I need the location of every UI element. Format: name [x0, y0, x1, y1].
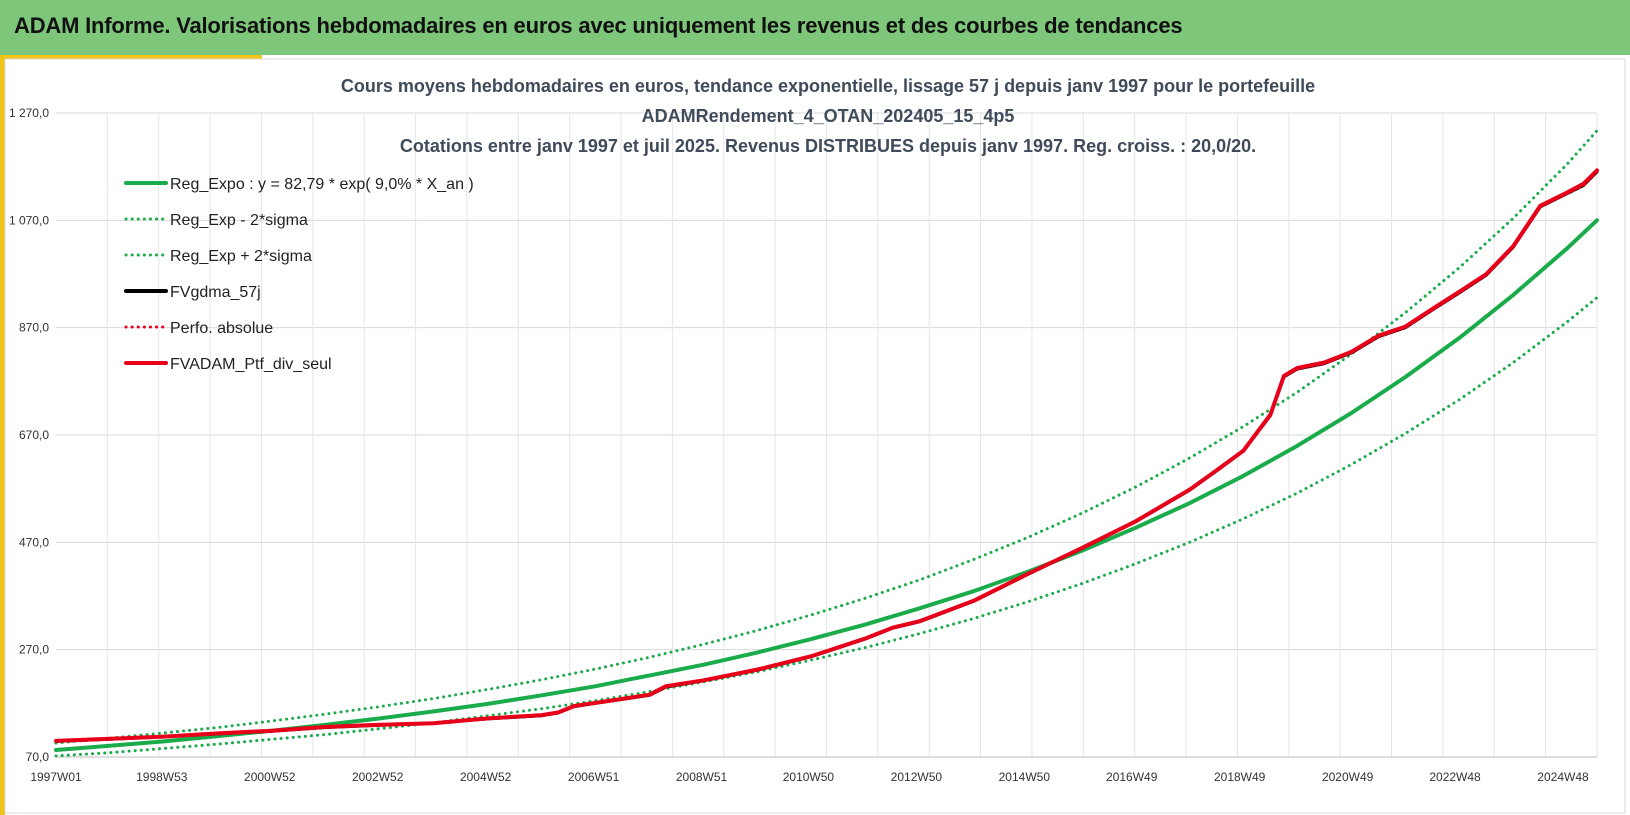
- x-tick-label: 1997W01: [30, 770, 82, 784]
- legend-label-2: Reg_Exp + 2*sigma: [170, 248, 312, 265]
- series-line-2: [54, 129, 1599, 745]
- legend-label-5: FVADAM_Ptf_div_seul: [170, 356, 332, 373]
- y-tick-label: 70,0: [26, 750, 50, 764]
- x-tick-label: 2022W48: [1429, 770, 1481, 784]
- x-tick-label: 2018W49: [1214, 770, 1266, 784]
- chart-area-border: [4, 58, 1626, 814]
- legend-label-0: Reg_Expo : y = 82,79 * exp( 9,0% * X_an …: [170, 176, 474, 193]
- x-tick-label: 2000W52: [244, 770, 296, 784]
- x-tick-label: 2010W50: [783, 770, 835, 784]
- x-tick-label: 2016W49: [1106, 770, 1158, 784]
- x-tick-label: 2014W50: [999, 770, 1051, 784]
- y-tick-label: 470,0: [19, 535, 49, 549]
- y-tick-label: 270,0: [19, 643, 49, 657]
- frame-top-accent: [0, 55, 262, 59]
- series-line-4: [54, 170, 1599, 743]
- series-layer: [54, 129, 1599, 758]
- x-tick-label: 2002W52: [352, 770, 404, 784]
- x-tick-label: 2024W48: [1537, 770, 1589, 784]
- x-tick-label: 1998W53: [136, 770, 188, 784]
- banner: ADAM Informe. Valorisations hebdomadaire…: [0, 0, 1630, 55]
- legend-label-1: Reg_Exp - 2*sigma: [170, 212, 308, 229]
- x-tick-label: 2008W51: [676, 770, 728, 784]
- legend-label-4: Perfo. absolue: [170, 320, 273, 337]
- chart-title: Cours moyens hebdomadaires en euros, ten…: [341, 76, 1315, 156]
- frame-left-accent: [0, 55, 5, 815]
- series-line-1: [54, 296, 1599, 758]
- x-tick-label: 2006W51: [568, 770, 620, 784]
- y-tick-label: 1 070,0: [9, 213, 49, 227]
- legend-label-3: FVgdma_57j: [170, 284, 261, 301]
- x-tick-label: 2004W52: [460, 770, 512, 784]
- x-tick-label: 2012W50: [891, 770, 943, 784]
- y-tick-label: 870,0: [19, 321, 49, 335]
- legend: Reg_Expo : y = 82,79 * exp( 9,0% * X_an …: [124, 176, 474, 373]
- x-tick-label: 2020W49: [1322, 770, 1374, 784]
- chart-title-line-1: Cours moyens hebdomadaires en euros, ten…: [341, 76, 1315, 96]
- axes: 70,0 270,0 470,0 670,0 870,0 1 070,0 1 270,0 19…: [9, 106, 1597, 784]
- y-tick-label: 670,0: [19, 428, 49, 442]
- chart-title-line-3: Cotations entre janv 1997 et juil 2025. …: [400, 136, 1256, 156]
- grid: [56, 112, 1598, 757]
- banner-title: ADAM Informe. Valorisations hebdomadaire…: [14, 13, 1183, 38]
- chart-title-line-2: ADAMRendement_4_OTAN_202405_15_4p5: [642, 106, 1015, 126]
- y-tick-label: 1 270,0: [9, 106, 49, 120]
